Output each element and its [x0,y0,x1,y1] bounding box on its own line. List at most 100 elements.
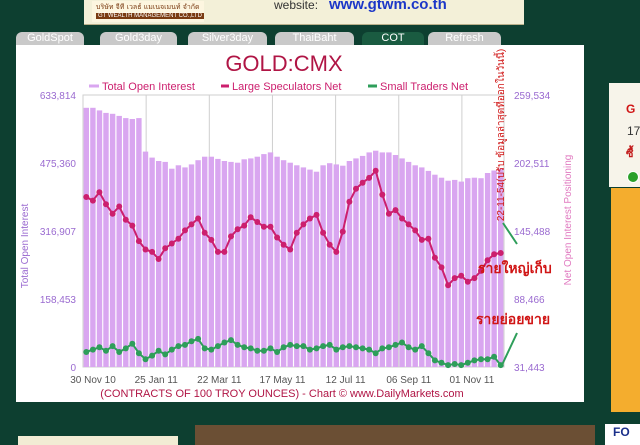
small-traders-point [359,345,366,352]
open-interest-bar [261,154,267,367]
bottom-banner-left[interactable] [18,436,178,445]
x-tick-label: 12 Jul 11 [326,375,366,386]
large-speculators-point [149,248,156,255]
open-interest-bar [471,177,478,367]
bottom-banner-right[interactable]: FO [605,424,640,445]
large-speculators-point [274,234,281,241]
large-speculators-point [313,211,320,218]
open-interest-bar [346,161,353,367]
side-gold-banner[interactable] [611,188,640,412]
small-traders-point [464,359,471,366]
large-speculators-point [300,221,307,228]
large-speculators-point [201,229,208,236]
small-traders-point [326,341,333,348]
large-speculators-point [339,228,346,235]
small-traders-point [274,349,281,355]
x-tick-label: 25 Jan 11 [135,375,179,386]
open-interest-bar [202,156,208,367]
right-tick-label: 202,511 [514,159,550,170]
large-speculators-point [103,201,109,208]
large-speculators-point [405,221,412,228]
bottom-banner-image[interactable] [195,425,595,445]
open-interest-bar [195,160,201,367]
small-traders-point [96,344,103,351]
small-traders-point [306,346,313,353]
large-speculators-point [431,254,438,261]
large-speculators-point [116,203,123,210]
open-interest-bar [353,158,359,367]
open-interest-bar [412,165,418,367]
small-traders-point [445,362,452,369]
small-traders-point [405,344,412,351]
status-dot-icon [627,171,639,183]
open-interest-bar [340,165,346,367]
legend-total-open-interest: Total Open Interest [102,81,195,93]
large-speculators-point [491,251,498,258]
large-speculators-point [109,210,116,217]
small-traders-point [438,359,445,366]
large-speculators-point [182,227,188,234]
small-traders-point [484,356,491,363]
small-traders-point [228,337,234,344]
small-traders-point [372,350,379,357]
small-traders-point [320,343,327,350]
legend-small-traders: Small Traders Net [380,81,468,93]
small-traders-point [412,346,419,353]
small-traders-point [247,345,254,352]
tab-thaibaht[interactable]: ThaiBaht [275,32,354,45]
small-traders-point [333,346,340,353]
x-tick-label: 01 Nov 11 [449,375,494,386]
open-interest-bar [149,157,155,367]
annotation-large-text: รายใหญ่เก็บ [478,259,552,277]
small-traders-point [353,344,359,351]
tab-goldspot[interactable]: GoldSpot [16,32,84,45]
large-speculators-point [293,229,300,236]
large-speculators-point [96,189,103,196]
small-traders-point [293,343,300,350]
bottom-right-text: FO [613,425,630,439]
small-traders-point [287,341,294,348]
open-interest-bar [392,155,399,367]
open-interest-bar [452,179,458,367]
large-speculators-point [122,216,129,223]
annotation-small: รายย่อยขาย [476,311,550,366]
large-speculators-point [260,223,267,230]
large-speculators-point [306,215,313,222]
small-traders-point [260,347,267,354]
large-speculators-point [379,191,386,198]
open-interest-bar [425,170,432,367]
small-traders-point [491,353,498,360]
open-interest-bar [405,161,412,367]
open-interest-bar [103,112,109,368]
large-speculators-line [85,168,501,288]
tab-gold3day[interactable]: Gold3day [100,32,177,45]
small-traders-point [399,339,405,346]
large-speculators-point [418,236,425,243]
tab-refresh[interactable]: Refresh [428,32,501,45]
large-speculators-point [214,248,221,255]
open-interest-bar [248,158,254,367]
large-speculators-point [142,246,149,253]
open-interest-bar [156,161,162,367]
open-interest-bar [333,164,339,367]
open-interest-bar [280,160,287,367]
large-speculators-point [353,185,359,192]
large-speculators-point [484,257,491,264]
website-link[interactable]: www.gtwm.co.th [329,0,447,13]
large-speculators-point [234,226,241,233]
large-speculators-point [392,207,399,214]
company-logo[interactable]: บริษัท จีที เวลธ์ แมเนจเมนท์ จำกัด GT WE… [92,1,204,22]
large-speculators-point [471,275,478,282]
open-interest-bar [294,165,300,367]
tab-silver3day[interactable]: Silver3day [188,32,267,45]
small-traders-point [339,344,346,351]
large-speculators-point [175,235,182,242]
open-interest-bar [313,171,320,367]
small-traders-point [175,343,182,350]
small-traders-point [208,346,215,353]
large-speculators-point [89,197,96,204]
x-tick-label: 30 Nov 10 [70,375,116,386]
tab-cot[interactable]: COT [362,32,424,45]
open-interest-bar [116,115,122,368]
left-tick-label: 158,453 [40,295,77,306]
